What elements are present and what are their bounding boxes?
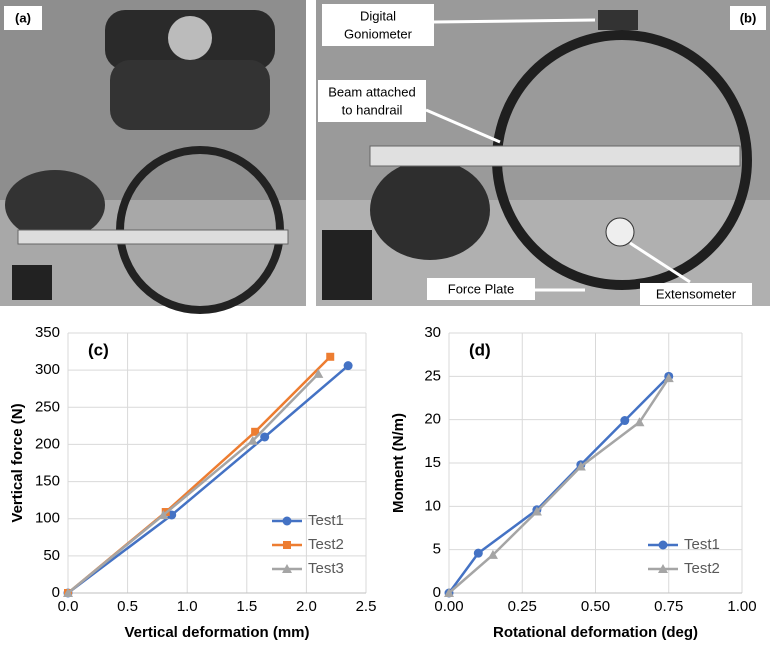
- legend-label: Test1: [684, 536, 720, 553]
- legend-label: Test1: [308, 512, 344, 529]
- x-tick-label: 1.5: [236, 598, 257, 615]
- panel-label: (a): [15, 10, 31, 25]
- goniometer: [598, 10, 638, 30]
- marker: [575, 461, 586, 471]
- x-tick-label: 0.00: [434, 598, 463, 615]
- weight-stack: [322, 230, 372, 300]
- annotation: (c): [88, 340, 109, 359]
- x-axis-label: Rotational deformation (deg): [493, 624, 698, 641]
- x-tick-label: 0.0: [58, 598, 79, 615]
- callout-text: Force Plate: [448, 281, 514, 296]
- photo-a: (a): [0, 0, 306, 314]
- label-box: [730, 6, 766, 30]
- marker: [247, 435, 258, 445]
- x-tick-label: 1.0: [177, 598, 198, 615]
- y-tick-label: 10: [424, 497, 441, 514]
- beam: [369, 145, 741, 167]
- y-tick-label: 0: [433, 584, 441, 601]
- marker: [326, 352, 335, 361]
- callout-box: [427, 278, 535, 300]
- y-tick-label: 150: [35, 473, 60, 490]
- marker: [282, 564, 292, 573]
- y-tick-label: 250: [35, 398, 60, 415]
- marker: [260, 432, 270, 442]
- marker: [282, 516, 292, 526]
- marker: [444, 588, 454, 597]
- callout-text: Beam attached: [328, 84, 415, 99]
- callout-text: to handrail: [342, 102, 403, 117]
- marker: [634, 417, 645, 427]
- callout-box: [322, 4, 434, 46]
- marker: [251, 427, 260, 436]
- y-tick-label: 200: [35, 435, 60, 452]
- callout-text: Goniometer: [344, 26, 413, 41]
- marker: [473, 548, 483, 558]
- legend-label: Test2: [308, 536, 344, 553]
- marker: [531, 506, 542, 516]
- photo-b: Digital Goniometer Beam attached to hand…: [316, 0, 770, 306]
- y-tick-label: 100: [35, 510, 60, 527]
- plate-hub: [168, 16, 212, 60]
- marker: [658, 540, 668, 550]
- x-axis-label: Vertical deformation (mm): [124, 624, 309, 641]
- marker: [343, 361, 353, 371]
- panel-label: (b): [740, 10, 757, 25]
- annotation: (d): [469, 340, 491, 359]
- marker: [620, 416, 630, 426]
- x-tick-label: 2.0: [296, 598, 317, 615]
- weight-plate: [110, 60, 270, 130]
- y-tick-label: 50: [43, 547, 60, 564]
- callout-text: Digital: [360, 8, 396, 23]
- x-tick-label: 0.50: [581, 598, 610, 615]
- series-line: [448, 377, 670, 594]
- marker: [313, 368, 324, 378]
- y-axis-label: Vertical force (N): [9, 403, 26, 522]
- y-tick-label: 20: [424, 411, 441, 428]
- y-tick-label: 15: [424, 454, 441, 471]
- series-line: [67, 364, 349, 594]
- y-tick-label: 0: [52, 584, 60, 601]
- marker: [658, 564, 668, 573]
- marker: [158, 510, 169, 519]
- force-plate: [370, 160, 490, 260]
- callout-text: Extensometer: [656, 286, 737, 301]
- force-plate: [5, 170, 105, 240]
- legend-label: Test2: [684, 560, 720, 577]
- beam: [17, 229, 289, 245]
- extensometer-dial: [605, 217, 635, 247]
- y-tick-label: 25: [424, 367, 441, 384]
- series-line: [447, 375, 670, 594]
- marker: [283, 541, 291, 549]
- x-tick-label: 1.00: [727, 598, 756, 615]
- series-line: [67, 355, 332, 594]
- arrows: [425, 18, 691, 292]
- label-box: [4, 6, 42, 30]
- y-tick-label: 300: [35, 361, 60, 378]
- legend-label: Test3: [308, 560, 344, 577]
- callout-box: [640, 283, 752, 305]
- marker: [663, 373, 674, 383]
- y-tick-label: 30: [424, 324, 441, 341]
- x-tick-label: 2.5: [356, 598, 377, 615]
- series-line: [67, 372, 320, 594]
- y-axis-label: Moment (N/m): [390, 413, 407, 513]
- marker: [63, 588, 73, 597]
- weight-stack: [12, 265, 52, 300]
- x-tick-label: 0.5: [117, 598, 138, 615]
- callout-box: [318, 80, 426, 122]
- marker: [487, 549, 498, 559]
- x-tick-label: 0.25: [508, 598, 537, 615]
- x-tick-label: 0.75: [654, 598, 683, 615]
- y-tick-label: 350: [35, 324, 60, 341]
- y-tick-label: 5: [433, 541, 441, 558]
